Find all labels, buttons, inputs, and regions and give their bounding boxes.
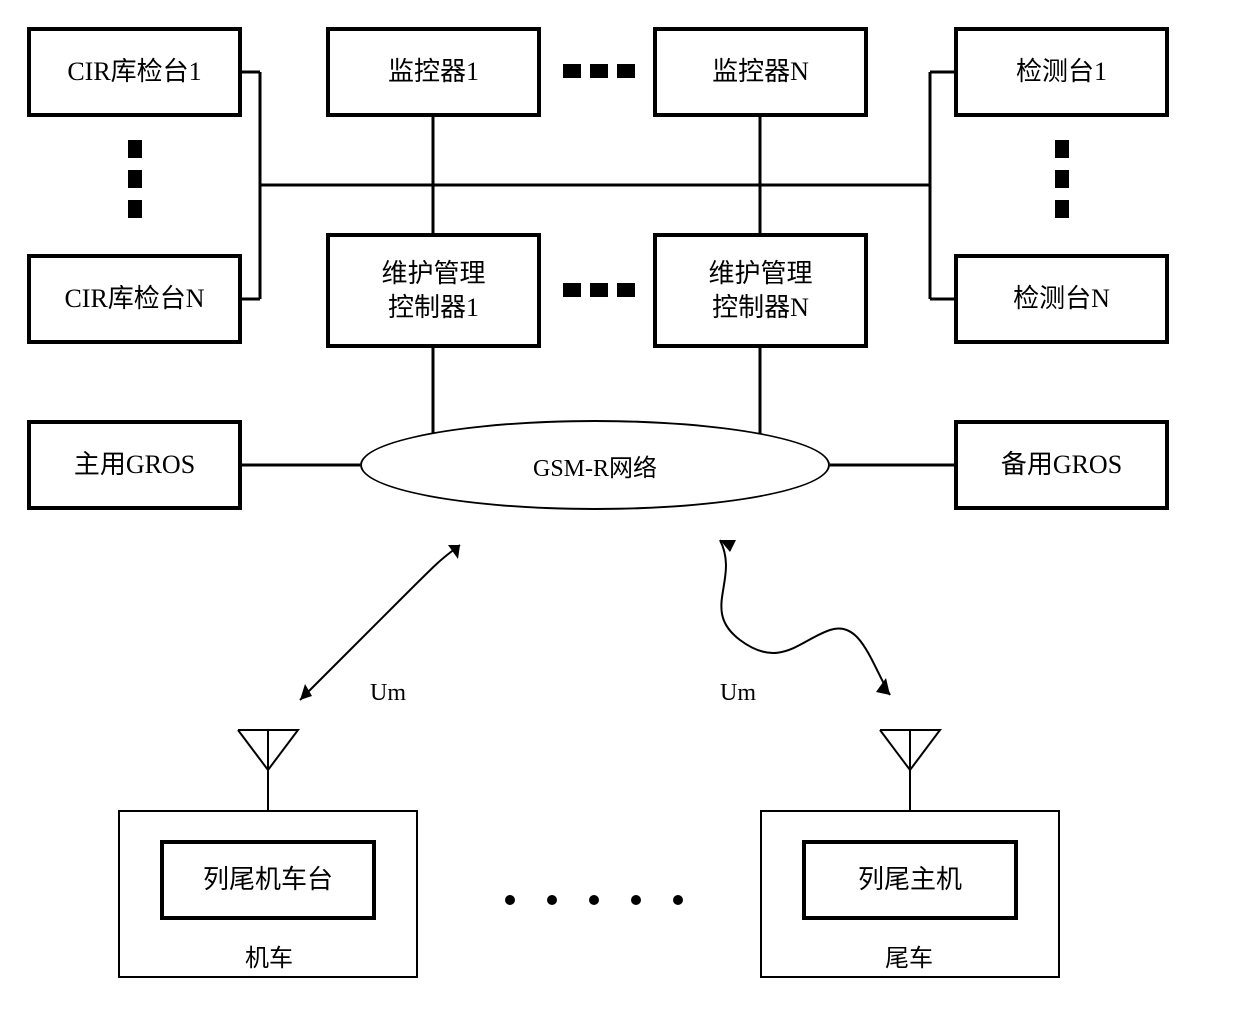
detector-n: 检测台N xyxy=(954,254,1169,344)
train-tail-host: 列尾主机 xyxy=(802,840,1018,920)
gros-main: 主用GROS xyxy=(27,420,242,510)
mmc1-label: 维护管理 控制器1 xyxy=(381,257,485,325)
cirN-label: CIR库检台N xyxy=(64,282,204,316)
detN-label: 检测台N xyxy=(1013,282,1110,316)
gros-backup-label: 备用GROS xyxy=(1001,448,1122,482)
loco-inner-label: 列尾机车台 xyxy=(203,863,333,897)
monitor-n: 监控器N xyxy=(653,27,868,117)
mon1-label: 监控器1 xyxy=(388,55,479,89)
monN-label: 监控器N xyxy=(712,55,809,89)
mmcN-label: 维护管理 控制器N xyxy=(708,257,812,325)
gros-main-label: 主用GROS xyxy=(74,448,195,482)
gros-backup: 备用GROS xyxy=(954,420,1169,510)
um-left-label: Um xyxy=(370,680,406,707)
mmc-n: 维护管理 控制器N xyxy=(653,233,868,348)
tail-inner-label: 列尾主机 xyxy=(858,863,962,897)
loco-caption: 机车 xyxy=(245,938,293,973)
cir1-label: CIR库检台1 xyxy=(67,55,201,89)
gsmr-label: GSM-R网络 xyxy=(533,448,657,483)
detector-1: 检测台1 xyxy=(954,27,1169,117)
mmc-1: 维护管理 控制器1 xyxy=(326,233,541,348)
gsmr-network: GSM-R网络 xyxy=(360,420,830,510)
cir-station-n: CIR库检台N xyxy=(27,254,242,344)
det1-label: 检测台1 xyxy=(1016,55,1107,89)
cir-station-1: CIR库检台1 xyxy=(27,27,242,117)
train-tail-loco-station: 列尾机车台 xyxy=(160,840,376,920)
um-right-label: Um xyxy=(720,680,756,707)
tail-caption: 尾车 xyxy=(885,938,933,973)
monitor-1: 监控器1 xyxy=(326,27,541,117)
